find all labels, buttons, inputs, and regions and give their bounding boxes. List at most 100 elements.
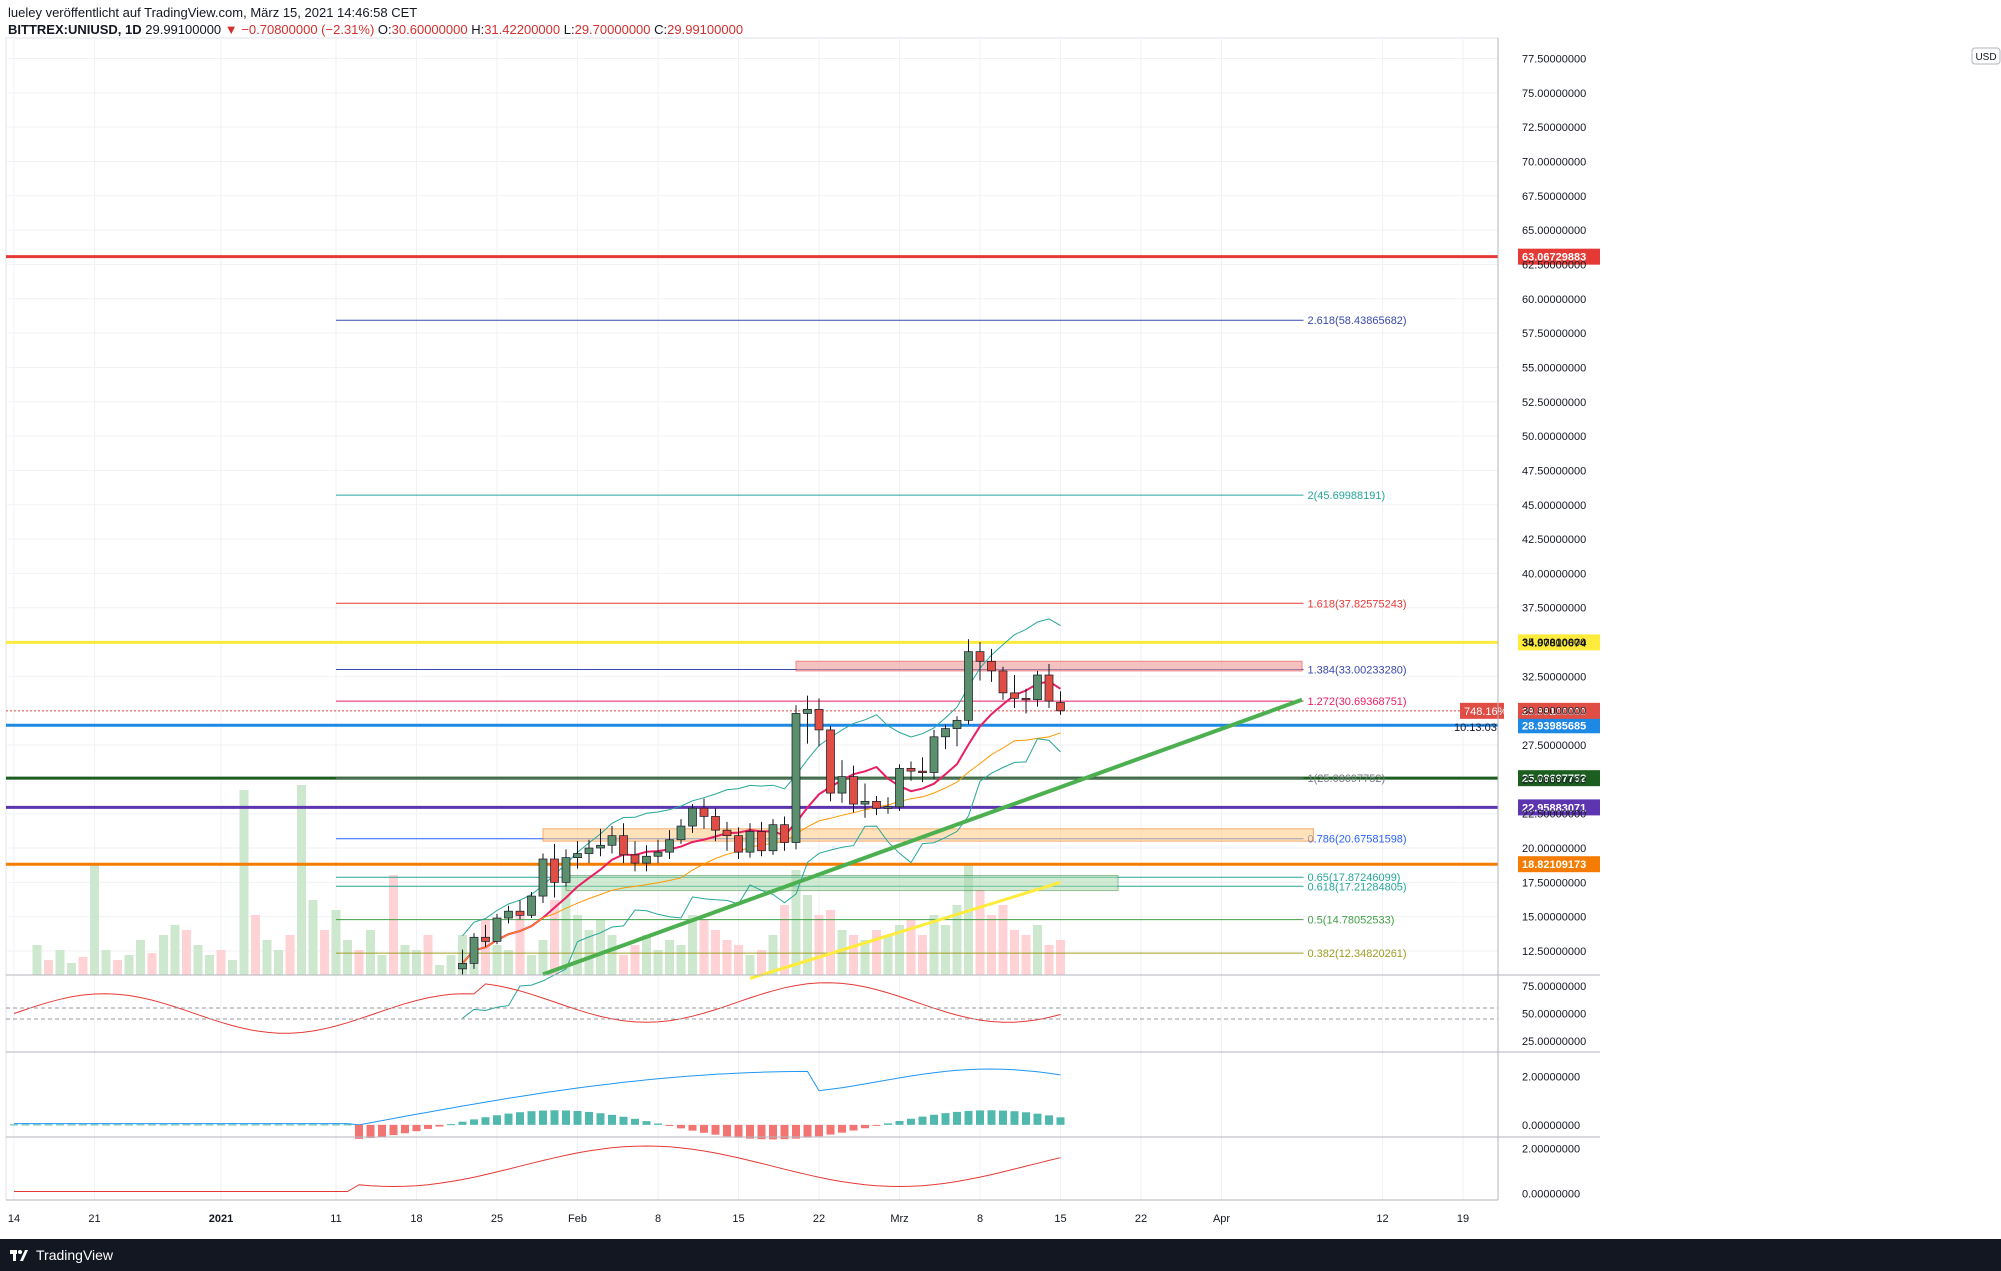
candle-body [814,708,824,731]
candle-body [918,770,927,773]
volume-bar [665,940,674,975]
candle-body [768,824,778,852]
currency-badge-box [1971,47,2001,65]
macd-histogram-bar [424,1124,432,1129]
candle-body [849,776,858,805]
fib-level-label: 0.382(12.34820261) [1308,948,1407,960]
candle [607,826,617,854]
horizontal-level-badge [1518,248,1600,265]
candle [481,924,490,947]
horizontal-level: 28.93985685 [6,717,1600,734]
time-tick-label: 8 [655,1213,661,1225]
macd-histogram-bar [803,1124,812,1138]
trend-line [542,697,1303,977]
candle-body [803,708,812,714]
macd-histogram-bar [826,1124,835,1135]
candle [584,839,594,864]
candle [492,913,502,945]
candle-body [872,800,881,809]
pane-tick-label: 2.00000000 [1522,1143,1580,1155]
macd-histogram-bar [849,1124,858,1131]
publish-info: lueley veröffentlicht auf TradingView.co… [8,5,418,20]
macd-histogram-bar [159,1124,168,1126]
volume-bar [492,945,502,975]
volume-bar [147,953,157,975]
candle-body [688,807,697,827]
macd-histogram-bar [493,1115,501,1125]
price-tick-label: 37.50000000 [1522,603,1586,615]
price-tick-label: 32.50000000 [1522,671,1586,683]
moving-averages [461,618,1303,1019]
volume-bar [688,915,697,975]
macd-histogram-bar [654,1123,662,1125]
symbol-label[interactable]: BITTREX:UNIUSD, 1D [8,22,142,37]
pane-tick-label: 50.00000000 [1522,1009,1586,1021]
candle [872,795,881,816]
candle [987,648,996,682]
price-tick-label: 22.50000000 [1522,809,1586,821]
volume-bar [297,785,306,975]
macd-histogram-bar [470,1119,478,1125]
macd-histogram-bar [665,1124,674,1126]
price-tick-label: 30.00000000 [1522,706,1586,718]
volume-bar [791,870,801,975]
horizontal-level-badge [1518,634,1600,651]
fib-level-label: 2(45.69988191) [1308,490,1386,502]
volume-bar [389,875,398,975]
candle-body [906,768,916,772]
close-value: 29.99100000 [667,22,744,37]
volume-bar [987,915,996,975]
candle [688,804,697,833]
pane-line [14,1068,1061,1126]
candle [1033,670,1042,707]
macd-histogram-bar [228,1124,237,1126]
macd-histogram-bar [44,1124,53,1126]
candle [780,816,789,851]
volume-bar [377,955,387,975]
macd-histogram-bar [964,1110,973,1125]
volume-bar [607,935,617,975]
volume-bar [642,935,651,975]
candle-body [952,719,962,729]
macd-histogram-bar [286,1124,294,1126]
macd-histogram-bar [320,1124,329,1126]
macd-histogram-bar [366,1124,375,1138]
high-value: 31.42200000 [484,22,561,37]
last-price: 29.99100000 [145,22,222,37]
low-value: 29.70000000 [574,22,651,37]
candle [653,839,663,864]
macd-histogram-bar [56,1124,64,1126]
price-tick-label: 20.00000000 [1522,843,1586,855]
chart-canvas[interactable]: 63.06729883 34.97810674 28.93985685 25.0869… [0,0,2001,1239]
currency-badge: USD [1971,47,2001,65]
volume-bar [366,930,375,975]
horizontal-level-label: 18.82109173 [1522,859,1586,871]
candle [458,949,467,975]
macd-histogram-bar [838,1124,846,1133]
candle-body [584,847,594,854]
volume-bar [251,915,260,975]
macd-histogram-bar [136,1124,145,1126]
candle [895,764,904,811]
candle-body [619,835,628,856]
macd-histogram-bar [251,1124,260,1126]
candle-body [711,816,720,831]
macd-pane: 2.00000000 0.00000000 [6,1051,1600,1140]
volume-bar [1010,930,1019,975]
price-tick-label: 42.50000000 [1522,534,1586,546]
macd-histogram-bar [642,1121,651,1125]
macd-histogram-bar [619,1116,628,1125]
macd-histogram-bar [389,1124,398,1136]
fib-level-label: 0.618(17.21284805) [1308,881,1407,893]
currency-badge-label: USD [1975,52,1996,63]
candle [596,828,605,857]
macd-histogram-bar [113,1124,122,1126]
macd-histogram-bar [677,1124,685,1129]
fib-level: 0.382(12.34820261) [336,948,1407,960]
price-tick-label: 25.00000000 [1522,774,1586,786]
candle-body [987,660,996,672]
time-tick-label: 18 [410,1213,422,1225]
macd-histogram-bar [723,1124,731,1137]
price-tick-label: 35.00000000 [1522,637,1586,649]
brand-name: TradingView [36,1247,114,1263]
